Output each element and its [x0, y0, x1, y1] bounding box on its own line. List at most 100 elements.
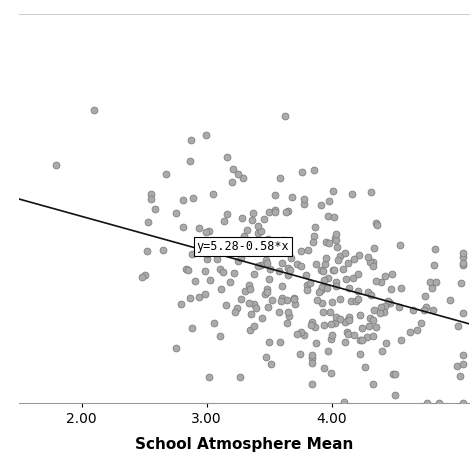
- Point: [303, 281, 311, 289]
- Point: [332, 278, 340, 286]
- Point: [237, 255, 245, 262]
- Point: [255, 237, 263, 245]
- Point: [310, 166, 318, 173]
- Point: [431, 246, 439, 253]
- Point: [245, 246, 252, 253]
- Point: [189, 194, 196, 201]
- Point: [341, 338, 349, 346]
- Point: [340, 398, 348, 405]
- Point: [254, 262, 262, 270]
- Point: [201, 291, 209, 298]
- Point: [347, 298, 355, 305]
- Point: [248, 216, 255, 224]
- Point: [372, 324, 380, 331]
- Point: [332, 313, 339, 321]
- Point: [141, 271, 149, 279]
- Point: [420, 307, 428, 314]
- Point: [322, 255, 329, 262]
- Point: [325, 198, 333, 205]
- Point: [231, 308, 238, 315]
- Point: [357, 311, 365, 319]
- Point: [328, 320, 335, 328]
- Point: [436, 399, 443, 407]
- Point: [236, 246, 244, 253]
- Point: [147, 191, 155, 198]
- Point: [447, 296, 454, 303]
- Point: [216, 332, 223, 340]
- Point: [379, 347, 386, 355]
- Point: [277, 297, 285, 305]
- Point: [459, 249, 467, 256]
- Point: [459, 309, 467, 317]
- Point: [242, 287, 249, 295]
- Point: [312, 339, 319, 347]
- Point: [138, 273, 146, 281]
- Point: [332, 282, 340, 290]
- Point: [202, 228, 210, 236]
- Point: [269, 296, 276, 303]
- Point: [206, 228, 213, 235]
- Point: [345, 313, 353, 320]
- Point: [330, 213, 338, 221]
- Point: [459, 259, 467, 266]
- Point: [259, 314, 266, 321]
- Point: [262, 353, 270, 361]
- Point: [459, 361, 467, 368]
- Point: [319, 267, 327, 275]
- Point: [389, 370, 396, 378]
- Point: [250, 271, 257, 278]
- Point: [310, 233, 318, 240]
- Point: [456, 372, 464, 379]
- Point: [90, 107, 98, 114]
- X-axis label: School Atmosphere Mean: School Atmosphere Mean: [135, 437, 353, 452]
- Point: [177, 300, 184, 308]
- Point: [309, 352, 316, 359]
- Point: [345, 317, 352, 324]
- Point: [275, 267, 283, 274]
- Point: [377, 303, 385, 311]
- Point: [202, 132, 210, 139]
- Point: [336, 253, 343, 260]
- Point: [298, 168, 306, 176]
- Point: [328, 332, 336, 339]
- Point: [265, 275, 273, 283]
- Point: [391, 371, 399, 378]
- Point: [361, 364, 368, 371]
- Point: [254, 222, 262, 230]
- Point: [395, 303, 403, 310]
- Point: [356, 252, 363, 259]
- Point: [237, 374, 244, 381]
- Point: [228, 239, 235, 247]
- Point: [285, 313, 292, 320]
- Point: [217, 285, 225, 293]
- Point: [365, 254, 372, 261]
- Point: [237, 295, 245, 303]
- Point: [327, 309, 334, 316]
- Point: [323, 284, 331, 292]
- Point: [302, 271, 310, 278]
- Point: [257, 228, 264, 235]
- Point: [180, 196, 187, 204]
- Point: [182, 265, 190, 273]
- Point: [336, 315, 343, 322]
- Point: [285, 309, 292, 316]
- Point: [329, 266, 337, 274]
- Point: [284, 264, 292, 271]
- Point: [311, 323, 319, 330]
- Point: [356, 336, 364, 343]
- Point: [321, 261, 329, 268]
- Point: [250, 322, 257, 329]
- Point: [246, 285, 254, 293]
- Point: [261, 290, 268, 298]
- Point: [381, 302, 389, 310]
- Point: [276, 174, 284, 182]
- Point: [272, 208, 279, 216]
- Point: [365, 322, 373, 330]
- Point: [459, 254, 467, 261]
- Point: [358, 336, 366, 344]
- Point: [381, 309, 388, 316]
- Point: [308, 354, 315, 362]
- Point: [204, 255, 211, 263]
- Point: [246, 281, 253, 289]
- Point: [297, 328, 304, 336]
